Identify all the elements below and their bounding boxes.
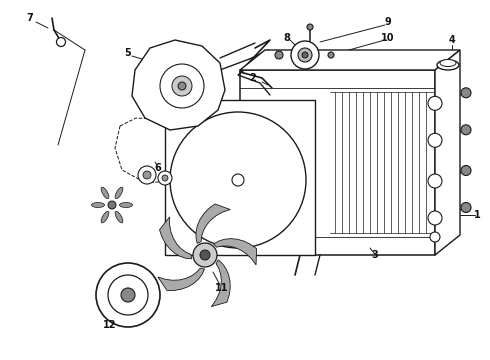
Ellipse shape — [115, 187, 123, 199]
Polygon shape — [214, 239, 257, 265]
Circle shape — [172, 76, 192, 96]
Circle shape — [275, 51, 283, 59]
Text: 4: 4 — [449, 35, 455, 45]
Circle shape — [143, 171, 151, 179]
Text: 6: 6 — [155, 163, 161, 173]
Circle shape — [96, 263, 160, 327]
Text: 9: 9 — [385, 17, 392, 27]
Circle shape — [461, 88, 471, 98]
Circle shape — [193, 243, 217, 267]
Circle shape — [461, 166, 471, 175]
Circle shape — [200, 250, 210, 260]
Circle shape — [328, 52, 334, 58]
Polygon shape — [196, 204, 230, 243]
Polygon shape — [240, 50, 460, 70]
Text: 2: 2 — [249, 73, 256, 83]
Ellipse shape — [437, 60, 459, 70]
Circle shape — [428, 133, 442, 147]
Circle shape — [108, 275, 148, 315]
Circle shape — [162, 175, 168, 181]
Ellipse shape — [92, 202, 104, 207]
Text: 10: 10 — [381, 33, 395, 43]
Polygon shape — [435, 50, 460, 255]
Circle shape — [178, 82, 186, 90]
Circle shape — [291, 41, 319, 69]
Ellipse shape — [120, 202, 132, 207]
Circle shape — [428, 174, 442, 188]
Circle shape — [56, 37, 66, 46]
Text: 11: 11 — [215, 283, 229, 293]
Polygon shape — [158, 268, 204, 291]
Ellipse shape — [440, 59, 456, 67]
Circle shape — [307, 24, 313, 30]
Circle shape — [138, 166, 156, 184]
Circle shape — [121, 288, 135, 302]
Text: 1: 1 — [474, 210, 480, 220]
Circle shape — [428, 96, 442, 110]
Circle shape — [461, 202, 471, 212]
Text: 8: 8 — [284, 33, 291, 43]
Text: 7: 7 — [26, 13, 33, 23]
Bar — [165, 100, 315, 255]
Ellipse shape — [101, 187, 109, 199]
Circle shape — [160, 64, 204, 108]
Text: 3: 3 — [371, 250, 378, 260]
Text: 12: 12 — [103, 320, 117, 330]
Circle shape — [170, 112, 306, 248]
Circle shape — [108, 201, 116, 209]
Circle shape — [302, 52, 308, 58]
Text: 5: 5 — [124, 48, 131, 58]
Polygon shape — [132, 40, 225, 130]
Circle shape — [298, 48, 312, 62]
Ellipse shape — [115, 211, 123, 223]
Bar — [240, 70, 435, 255]
Ellipse shape — [101, 211, 109, 223]
Circle shape — [461, 125, 471, 135]
Circle shape — [232, 174, 244, 186]
Circle shape — [158, 171, 172, 185]
Circle shape — [430, 232, 440, 242]
Circle shape — [428, 211, 442, 225]
Polygon shape — [160, 217, 192, 259]
Polygon shape — [211, 260, 230, 307]
